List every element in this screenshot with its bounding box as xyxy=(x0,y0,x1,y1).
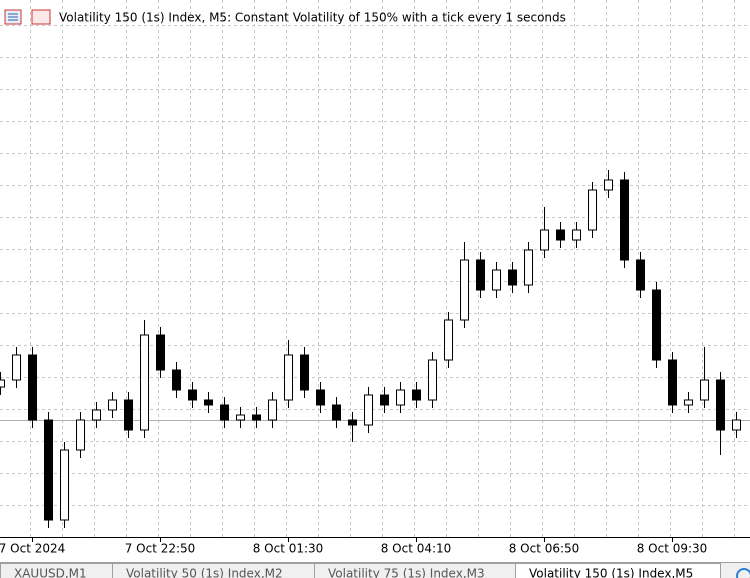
tab-label[interactable]: Volatility 50 (1s) Index,M2 xyxy=(126,567,283,578)
candle-body xyxy=(140,334,149,431)
candle-body xyxy=(108,399,117,411)
candle-body xyxy=(604,179,613,191)
candle-body xyxy=(572,229,581,241)
candle-body xyxy=(76,419,85,451)
candle-body xyxy=(460,259,469,321)
candle-body xyxy=(444,319,453,361)
candle-body xyxy=(412,389,421,401)
candle-body xyxy=(428,359,437,401)
candle-body xyxy=(268,399,277,421)
candle-body xyxy=(508,269,517,286)
candle-body xyxy=(60,449,69,521)
candle-body xyxy=(700,379,709,401)
tabs: XAUUSD,M1 Volatility 50 (1s) Index,M2 Vola… xyxy=(0,563,721,578)
candle-body xyxy=(652,289,661,361)
candle-body xyxy=(44,419,53,521)
grid xyxy=(0,0,750,537)
x-tick-label: 7 Oct 2024 xyxy=(0,542,65,556)
tab-scroll-icon[interactable] xyxy=(736,568,750,578)
tab-label[interactable]: XAUUSD,M1 xyxy=(14,567,87,578)
tab-active[interactable] xyxy=(515,563,721,578)
x-tick-label: 8 Oct 01:30 xyxy=(253,542,324,556)
candle-body xyxy=(12,354,21,381)
x-tick-label: 8 Oct 06:50 xyxy=(509,542,580,556)
candle-body xyxy=(476,259,485,291)
candle-body xyxy=(396,389,405,406)
candle-body xyxy=(540,229,549,251)
candle-body xyxy=(348,419,357,426)
x-tick-label: 7 Oct 22:50 xyxy=(125,542,196,556)
candle-body xyxy=(172,369,181,391)
candle-body xyxy=(364,394,373,426)
candle-body xyxy=(92,409,101,421)
candle-body xyxy=(668,359,677,406)
icon-trade[interactable] xyxy=(31,9,51,25)
candle-body xyxy=(332,404,341,421)
candle-body xyxy=(300,354,309,391)
candle-body xyxy=(0,379,5,388)
x-tick-label: 8 Oct 09:30 xyxy=(637,542,708,556)
candle-body xyxy=(204,399,213,406)
candle-body xyxy=(252,414,261,421)
candle-body xyxy=(620,179,629,261)
tab-label[interactable]: Volatility 75 (1s) Index,M3 xyxy=(328,567,485,578)
candle-body xyxy=(492,269,501,291)
candle-body xyxy=(284,354,293,401)
chart-title: Volatility 150 (1s) Index, M5: Constant … xyxy=(59,11,566,25)
candle-body xyxy=(28,354,37,421)
candle-body xyxy=(316,389,325,406)
candle-body xyxy=(716,379,725,431)
candle-body xyxy=(380,394,389,406)
candle-body xyxy=(124,399,133,431)
candle-body xyxy=(588,189,597,231)
plot xyxy=(0,170,750,528)
candle-body xyxy=(220,404,229,421)
tab-label[interactable]: Volatility 150 (1s) Index,M5 xyxy=(529,567,693,578)
x-tick-label: 8 Oct 04:10 xyxy=(381,542,452,556)
x-axis-labels: 7 Oct 2024 7 Oct 22:50 8 Oct 01:30 8 Oct 04… xyxy=(0,537,707,556)
candle-body xyxy=(156,334,165,371)
candle-body xyxy=(732,419,741,431)
candle-body xyxy=(636,259,645,291)
candle-body xyxy=(188,389,197,401)
candle-body xyxy=(684,399,693,406)
candle-body xyxy=(236,414,245,421)
candle-body xyxy=(524,249,533,286)
candle-body xyxy=(556,229,565,241)
